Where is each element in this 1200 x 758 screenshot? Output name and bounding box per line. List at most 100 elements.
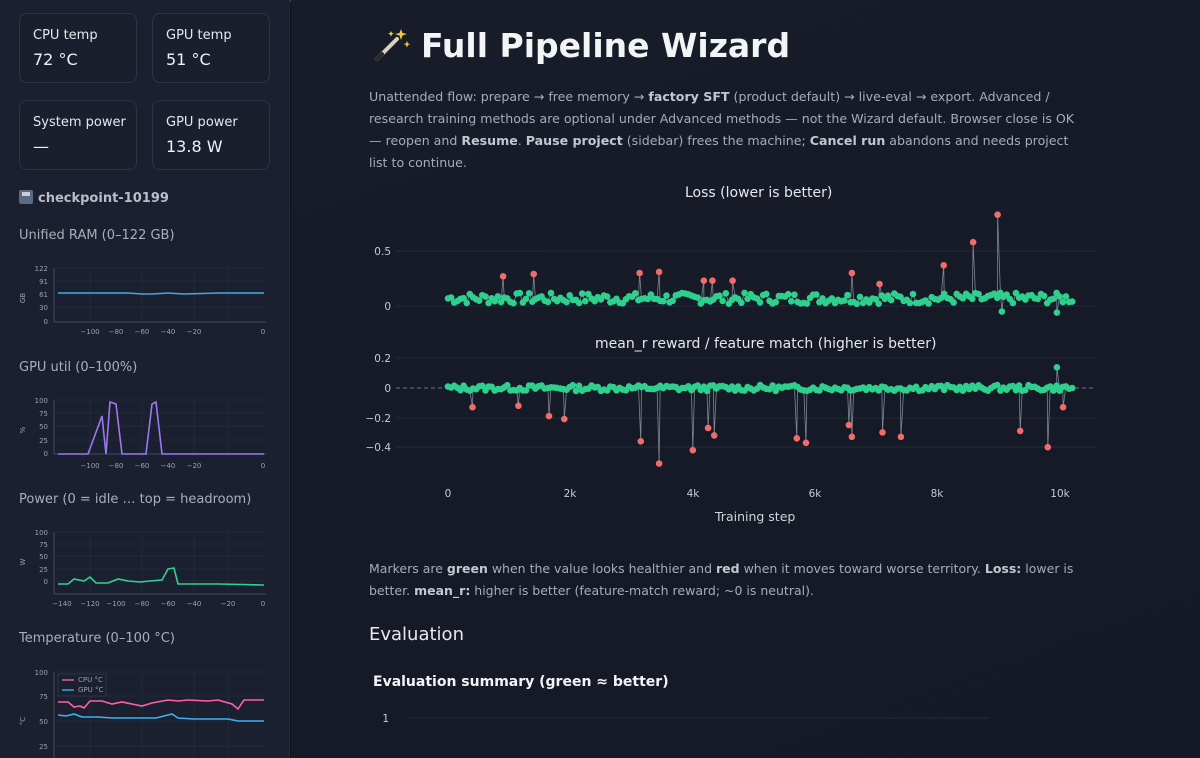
loss-point xyxy=(722,290,730,297)
evaluation-summary-title: Evaluation summary (green ≈ better) xyxy=(373,674,669,690)
loss-tick-label: 0 xyxy=(384,301,391,313)
reward-point xyxy=(1044,443,1052,451)
loss-chart-title: Loss (lower is better) xyxy=(685,185,833,201)
metric-cpu-temp: CPU temp 72 °C xyxy=(19,13,137,83)
svg-text:75: 75 xyxy=(39,410,48,418)
metric-value: 72 °C xyxy=(33,50,78,69)
checkpoint-name: checkpoint-10199 xyxy=(38,191,169,206)
magic-wand-icon xyxy=(375,29,411,61)
note-bold: red xyxy=(716,561,740,576)
svg-text:−120: −120 xyxy=(80,600,99,606)
note-bold: mean_r: xyxy=(414,583,471,598)
loss-point xyxy=(1009,299,1017,307)
loss-point xyxy=(756,299,764,306)
loss-point xyxy=(447,294,455,301)
svg-text:0: 0 xyxy=(261,328,265,336)
page-title: Full Pipeline Wizard xyxy=(371,26,790,65)
reward-point xyxy=(848,433,856,441)
loss-point xyxy=(969,238,977,246)
loss-point xyxy=(803,300,811,307)
x-tick-label: 4k xyxy=(687,488,701,500)
loss-point xyxy=(636,269,643,277)
reward-point xyxy=(689,446,697,454)
svg-text:0: 0 xyxy=(44,578,48,586)
loss-point xyxy=(499,273,507,280)
loss-point xyxy=(813,291,820,298)
loss-point xyxy=(763,290,770,298)
reward-point xyxy=(561,415,568,423)
loss-point xyxy=(853,300,861,308)
main-content: Full Pipeline Wizard Unattended flow: pr… xyxy=(291,0,1200,758)
loss-point xyxy=(460,294,467,302)
note-text: lower is better. xyxy=(369,561,1074,598)
desc-text: (product default) → live-eval → export. … xyxy=(369,89,1075,148)
loss-point xyxy=(848,269,856,277)
desc-bold: Resume xyxy=(461,133,518,148)
svg-text:−40: −40 xyxy=(161,462,176,470)
loss-point xyxy=(1056,293,1063,300)
loss-point xyxy=(491,297,499,305)
loss-series xyxy=(444,211,1076,316)
note-text: when the value looks healthier and xyxy=(487,561,716,576)
power-mini-chart: 100 75 50 25 0 W −140 −120 −100 −80 −60 −40 −20 0 xyxy=(19,529,266,606)
reward-point xyxy=(879,429,886,436)
reward-point xyxy=(703,387,711,395)
loss-point xyxy=(788,298,795,305)
svg-text:GB: GB xyxy=(19,293,27,303)
loss-point xyxy=(1040,292,1048,300)
svg-text:91: 91 xyxy=(39,278,48,286)
reward-point xyxy=(1022,386,1029,394)
desc-bold: factory SFT xyxy=(648,89,730,104)
reward-point xyxy=(1050,387,1057,394)
svg-text:100: 100 xyxy=(35,529,48,537)
note-bold: green xyxy=(446,561,488,576)
loss-point xyxy=(975,290,982,298)
reward-point xyxy=(802,439,810,447)
loss-point xyxy=(709,277,716,284)
floppy-disk-icon xyxy=(19,190,33,204)
temperature-heading: Temperature (0–100 °C) xyxy=(19,631,175,646)
svg-text:−60: −60 xyxy=(135,462,150,470)
note-text: Markers are xyxy=(369,561,447,576)
loss-point xyxy=(700,277,708,284)
svg-text:−80: −80 xyxy=(109,328,124,336)
training-chart: 0.5 0 0.2 0 −0.2 −0.4 0 2k 4k 6k 8k 10k xyxy=(366,211,1096,500)
svg-text:50: 50 xyxy=(39,718,48,726)
loss-point xyxy=(844,291,851,299)
loss-point xyxy=(841,297,848,304)
desc-text: (sidebar) frees the machine; xyxy=(622,133,810,148)
reward-point xyxy=(704,424,712,432)
metric-label: System power xyxy=(33,115,126,130)
svg-text:−140: −140 xyxy=(52,600,71,606)
metric-value: 51 °C xyxy=(166,50,211,69)
svg-text:°C: °C xyxy=(19,717,27,726)
loss-point xyxy=(909,290,917,298)
svg-text:−20: −20 xyxy=(187,462,202,470)
loss-point xyxy=(547,289,555,297)
wizard-description: Unattended flow: prepare → free memory →… xyxy=(369,86,1089,174)
loss-point xyxy=(856,293,864,301)
loss-point xyxy=(741,289,748,297)
reward-point xyxy=(522,387,530,394)
reward-point xyxy=(845,421,853,429)
loss-point xyxy=(1059,298,1067,306)
loss-point xyxy=(544,298,552,306)
loss-point xyxy=(887,296,895,304)
loss-point xyxy=(582,297,589,305)
loss-point xyxy=(510,299,517,307)
loss-point xyxy=(969,295,976,303)
svg-text:−20: −20 xyxy=(221,600,236,606)
metric-label: CPU temp xyxy=(33,28,98,43)
x-tick-label: 0 xyxy=(445,488,452,500)
loss-point xyxy=(603,293,611,300)
reward-point xyxy=(479,382,486,390)
desc-text: . xyxy=(517,133,526,148)
note-bold: Loss: xyxy=(984,561,1022,576)
loss-point xyxy=(522,295,530,303)
desc-text: abandons and needs project list to conti… xyxy=(369,133,1069,170)
marker-legend-note: Markers are green when the value looks h… xyxy=(369,558,1099,602)
evaluation-heading: Evaluation xyxy=(369,624,464,645)
loss-point xyxy=(482,293,489,300)
reward-point xyxy=(940,386,948,394)
page-title-text: Full Pipeline Wizard xyxy=(421,26,791,65)
